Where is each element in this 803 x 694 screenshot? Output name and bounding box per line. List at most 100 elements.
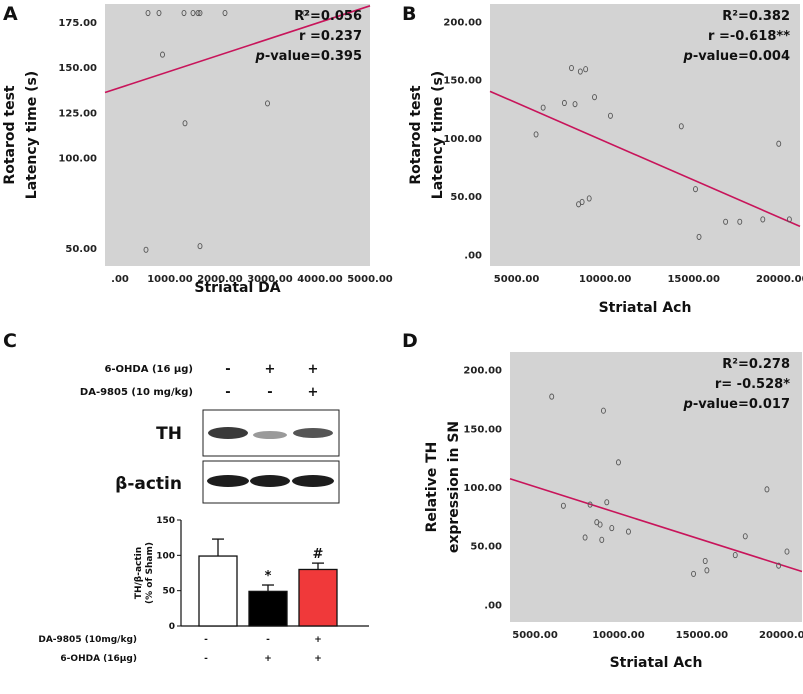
x-tick-label: .00 [111,274,129,285]
data-point [195,9,201,17]
data-point [616,459,621,466]
y-axis-title: (% of Sham) [145,542,155,604]
western-blot: 6-OHDA (16 μg) - + + DA-9805 (10 mg/kg) - - + T… [80,362,340,504]
treatment-label: DA-9805 (10mg/kg) [38,635,137,645]
data-point [560,502,566,509]
data-point [222,9,228,17]
stat-line: p-value=0.004 [683,49,791,64]
y-tick-label: 150.00 [463,424,502,435]
x-axis-title: Striatal Ach [599,300,692,316]
data-point [597,521,603,528]
actin-band-lane3 [292,475,334,487]
x-tick-label: 15000.00 [667,274,720,285]
y-tick-label: 100.00 [443,134,482,145]
treatment-rows: 6-OHDA (16 μg) - + + DA-9805 (10 mg/kg) - - + [80,362,319,400]
data-point [190,9,196,17]
band-label-th: TH [156,424,182,444]
panel-letter-d: D [402,330,418,352]
data-point [608,112,613,119]
data-point [600,407,606,414]
data-point [732,552,738,559]
data-point [579,198,585,206]
data-point [784,548,790,555]
data-point [143,246,149,253]
x-tick-label: 3000.00 [247,274,293,285]
y-axis-title: Rotarod test [2,85,18,184]
data-point [156,9,162,17]
data-point [182,120,188,127]
scatter-panel-a: 50.00 100.00 125.00 150.00 175.00 .00 1000.00 2… [2,4,393,296]
data-point [704,567,710,574]
regression-line [509,478,803,573]
plot-area [490,4,800,266]
y-tick-label: 0 [169,622,175,632]
regression-line [489,90,801,228]
y-tick-label: 100.00 [58,154,97,165]
y-tick-label: 50.00 [65,244,97,255]
data-point [776,562,782,569]
data-point [678,123,684,130]
actin-band-lane1 [207,475,249,487]
x-tick-label: 10000.00 [579,274,632,285]
treatment-sign: - [204,654,208,664]
treatment-sign: + [314,635,322,645]
regression-line [104,5,371,94]
y-tick-label: 125.00 [58,108,97,119]
treatment-label: 6-OHDA (16μg) [60,654,137,664]
panel-letter-c: C [3,330,17,352]
data-point [586,195,592,202]
actin-blot [202,460,340,504]
y-axis-title: Latency time (s) [24,71,40,199]
data-point [604,499,610,506]
treatment-label: 6-OHDA (16 μg) [104,364,193,375]
data-point [742,533,748,540]
data-point [197,9,203,17]
x-tick-label: 1000.00 [147,274,193,285]
actin-band-lane2 [250,475,290,487]
data-point [572,101,578,108]
th-band-lane3 [293,428,333,438]
data-point [587,501,593,508]
treatment-sign: + [264,654,272,664]
treatment-sign: - [204,635,208,645]
x-tick-label: 10000.00 [592,630,645,641]
treatment-sign: + [308,385,319,400]
data-point [786,216,792,223]
th-blot [202,409,340,457]
stat-line: r= -0.528* [715,377,790,392]
data-point [760,216,766,223]
band-label-actin: β-actin [115,474,182,494]
stat-line: r =0.237 [299,29,362,44]
data-point [549,393,555,400]
y-tick-label: 200.00 [463,366,502,377]
stat-line: p-value=0.395 [255,49,363,64]
data-point [691,570,696,577]
th-band-lane1 [208,427,248,439]
data-point [776,140,782,147]
significance-mark: # [313,547,324,562]
plot-area [510,352,802,622]
data-point [145,9,151,17]
y-tick-label: .00 [464,250,482,261]
x-axis-title: Striatal DA [194,280,280,296]
data-point [569,64,574,72]
scatter-panel-b: .00 50.00 100.00 150.00 200.00 5000.00 10000.0… [408,4,803,316]
data-point [533,131,539,138]
data-point [592,94,597,101]
y-axis-title: Rotarod test [408,85,424,184]
x-tick-label: 20000.00 [756,274,803,285]
x-tick-label: 20000.00 [759,630,803,641]
data-point [561,99,567,107]
data-point [723,218,729,225]
y-tick-label: 100.00 [463,483,502,494]
y-tick-label: 50.00 [450,192,482,203]
treatment-sign: + [314,654,322,664]
data-point [702,557,708,565]
significance-mark: * [265,569,272,584]
panel-letter-a: A [3,3,18,25]
y-tick-label: 200.00 [443,17,482,28]
y-tick-label: 150.00 [58,63,97,74]
data-point [160,51,165,58]
scatter-panel-d: .00 50.00 100.00 150.00 200.00 5000.00 10000.0… [424,352,803,671]
